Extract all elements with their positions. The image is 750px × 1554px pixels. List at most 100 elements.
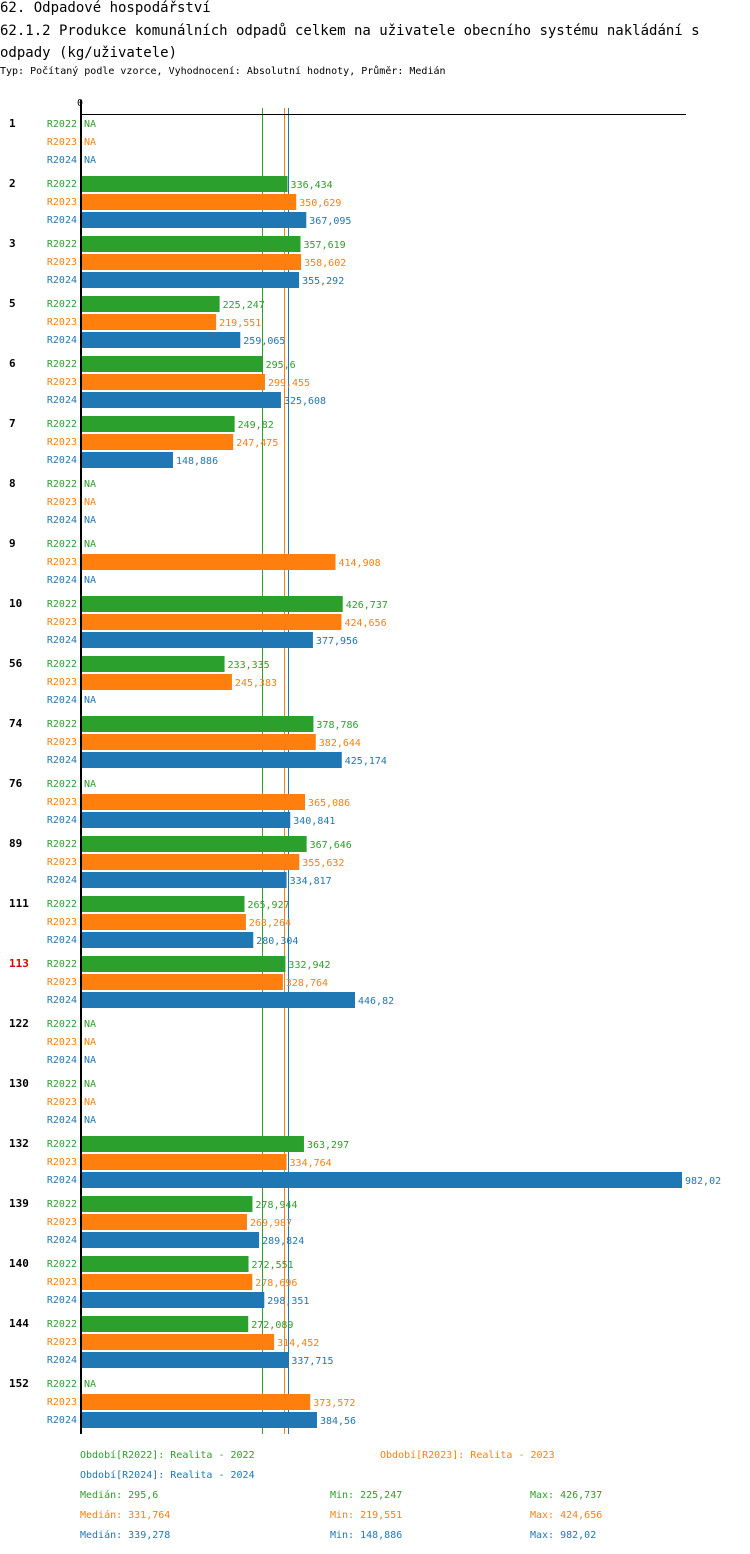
series-label-r2022: R2022: [47, 1259, 77, 1270]
data-label: 245,383: [235, 678, 277, 689]
series-label-r2024: R2024: [47, 1175, 77, 1186]
data-label: 247,475: [236, 438, 278, 449]
bar-r2023: [82, 794, 306, 810]
bar-r2023: [82, 374, 265, 390]
data-label: 382,644: [319, 738, 361, 749]
series-label-r2024: R2024: [47, 935, 77, 946]
na-label: NA: [84, 479, 96, 490]
category-label: 56: [9, 657, 23, 670]
bar-r2023: [82, 1394, 311, 1410]
series-label-r2024: R2024: [47, 1355, 77, 1366]
data-label: 272,089: [251, 1320, 293, 1331]
series-label-r2022: R2022: [47, 1019, 77, 1030]
data-label: 278,944: [255, 1200, 297, 1211]
bar-r2024: [82, 332, 241, 348]
series-label-r2024: R2024: [47, 395, 77, 406]
bar-r2023: [82, 194, 297, 210]
series-label-r2024: R2024: [47, 335, 77, 346]
category-label: 152: [9, 1377, 29, 1390]
bar-r2024: [82, 1412, 317, 1428]
chart-title: 62.1.2 Produkce komunálních odpadů celke…: [0, 23, 700, 61]
bar-r2024: [82, 452, 173, 468]
data-label: 272,551: [252, 1260, 294, 1271]
series-label-r2024: R2024: [47, 875, 77, 886]
bar-r2023: [82, 1214, 247, 1230]
series-label-r2023: R2023: [47, 377, 77, 388]
bar-r2024: [82, 812, 291, 828]
series-label-r2024: R2024: [47, 1115, 77, 1126]
series-label-r2024: R2024: [47, 1415, 77, 1426]
data-label: 337,715: [291, 1356, 333, 1367]
bar-r2022: [82, 836, 307, 852]
bar-r2022: [82, 176, 288, 192]
series-label-r2024: R2024: [47, 695, 77, 706]
category-label: 7: [9, 417, 16, 430]
series-label-r2024: R2024: [47, 815, 77, 826]
category-label: 140: [9, 1257, 29, 1270]
series-label-r2022: R2022: [47, 359, 77, 370]
bar-r2022: [82, 716, 314, 732]
na-label: NA: [84, 1037, 96, 1048]
series-label-r2023: R2023: [47, 197, 77, 208]
legend-min-r2024: Min: 148,886: [330, 1530, 403, 1541]
na-label: NA: [84, 1019, 96, 1030]
section-title: 62. Odpadové hospodářství: [0, 0, 211, 16]
series-label-r2023: R2023: [47, 1277, 77, 1288]
category-label: 8: [9, 477, 16, 490]
series-label-r2022: R2022: [47, 1199, 77, 1210]
bar-r2023: [82, 254, 302, 270]
na-label: NA: [84, 1079, 96, 1090]
bar-r2023: [82, 1154, 287, 1170]
category-label: 122: [9, 1017, 29, 1030]
data-label: 336,434: [291, 180, 333, 191]
data-label: 378,786: [316, 720, 358, 731]
series-label-r2023: R2023: [47, 1217, 77, 1228]
series-label-r2022: R2022: [47, 719, 77, 730]
series-label-r2024: R2024: [47, 455, 77, 466]
na-label: NA: [84, 539, 96, 550]
data-label: 265,927: [247, 900, 289, 911]
series-label-r2024: R2024: [47, 1295, 77, 1306]
category-label: 9: [9, 537, 16, 550]
bar-r2023: [82, 314, 217, 330]
data-label: 269,987: [250, 1218, 292, 1229]
data-label: 325,608: [284, 396, 326, 407]
na-label: NA: [84, 1379, 96, 1390]
data-label: 295,6: [266, 360, 296, 371]
series-label-r2023: R2023: [47, 1157, 77, 1168]
series-label-r2024: R2024: [47, 995, 77, 1006]
series-label-r2022: R2022: [47, 899, 77, 910]
series-label-r2022: R2022: [47, 539, 77, 550]
data-label: 358,602: [304, 258, 346, 269]
series-label-r2024: R2024: [47, 575, 77, 586]
category-label: 144: [9, 1317, 29, 1330]
series-label-r2024: R2024: [47, 515, 77, 526]
series-label-r2023: R2023: [47, 317, 77, 328]
na-label: NA: [84, 695, 96, 706]
legend-period-r2024: Období[R2024]: Realita - 2024: [80, 1470, 255, 1481]
na-label: NA: [84, 137, 96, 148]
series-label-r2023: R2023: [47, 497, 77, 508]
data-label: 365,086: [308, 798, 350, 809]
category-label: 132: [9, 1137, 29, 1150]
data-label: 334,764: [290, 1158, 332, 1169]
series-label-r2024: R2024: [47, 1235, 77, 1246]
data-label: 219,551: [219, 318, 261, 329]
na-label: NA: [84, 1097, 96, 1108]
bar-r2022: [82, 1256, 249, 1272]
category-label: 6: [9, 357, 16, 370]
data-label: 278,696: [255, 1278, 297, 1289]
category-label: 76: [9, 777, 23, 790]
data-label: 367,646: [310, 840, 352, 851]
series-label-r2022: R2022: [47, 659, 77, 670]
na-label: NA: [84, 119, 96, 130]
bar-r2024: [82, 1292, 265, 1308]
na-label: NA: [84, 575, 96, 586]
data-label: 363,297: [307, 1140, 349, 1151]
data-label: 355,292: [302, 276, 344, 287]
series-label-r2024: R2024: [47, 215, 77, 226]
legend-period-r2023: Období[R2023]: Realita - 2023: [380, 1450, 555, 1461]
bar-r2022: [82, 1136, 304, 1152]
legend-median-r2023: Medián: 331,764: [80, 1510, 171, 1521]
series-label-r2024: R2024: [47, 755, 77, 766]
